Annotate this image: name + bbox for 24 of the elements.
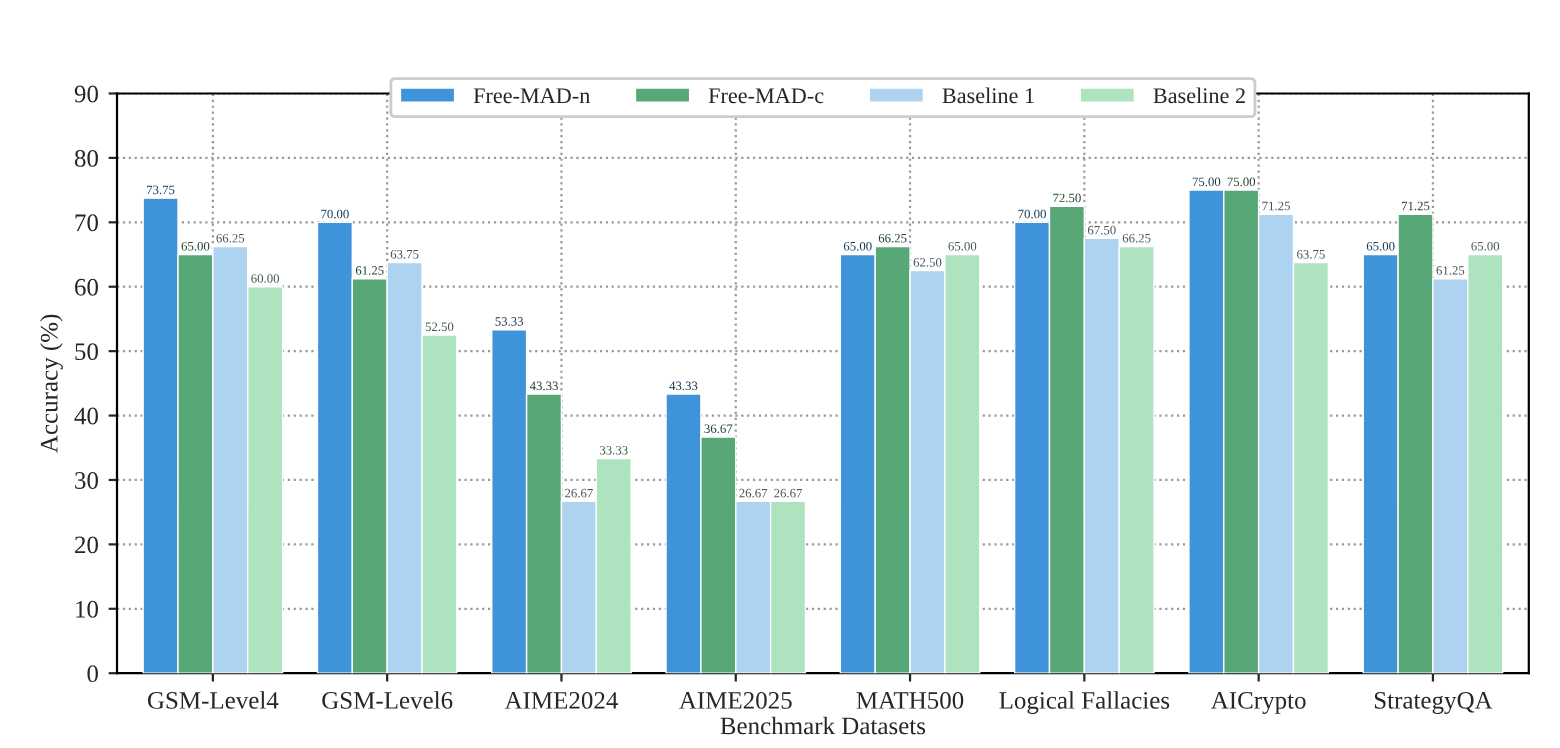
y-tick-label: 30 [75,472,98,489]
x-tick-label: AIME2025 [679,691,792,709]
x-axis-title: Benchmark Datasets [720,716,926,735]
y-tick-label: 10 [76,600,98,618]
legend-label: Baseline 2 [1153,87,1245,104]
y-axis-title: Accuracy (%) [40,314,63,453]
x-tick-label: Logical Fallacies [999,691,1170,714]
x-tick-label: MATH500 [856,691,964,709]
legend-label: Free-MAD-n [473,88,590,104]
legend-label: Free-MAD-c [708,88,824,104]
y-tick-label: 0 [87,665,98,683]
x-tick-label: GSM-Level4 [147,691,279,709]
legend-label: Baseline 1 [942,87,1034,104]
y-tick-label: 80 [74,149,98,167]
x-tick-label: StrategyQA [1374,691,1493,714]
y-tick-label: 50 [75,343,98,361]
x-tick-label: AIME2024 [504,691,618,709]
x-tick-label: GSM-Level6 [322,691,453,709]
y-tick-label: 60 [75,278,98,296]
y-tick-label: 90 [74,85,98,103]
x-tick-label: AICrypto [1210,691,1306,714]
y-tick-label: 20 [75,536,98,554]
y-tick-label: 70 [75,214,98,232]
y-tick-label: 40 [74,407,98,425]
